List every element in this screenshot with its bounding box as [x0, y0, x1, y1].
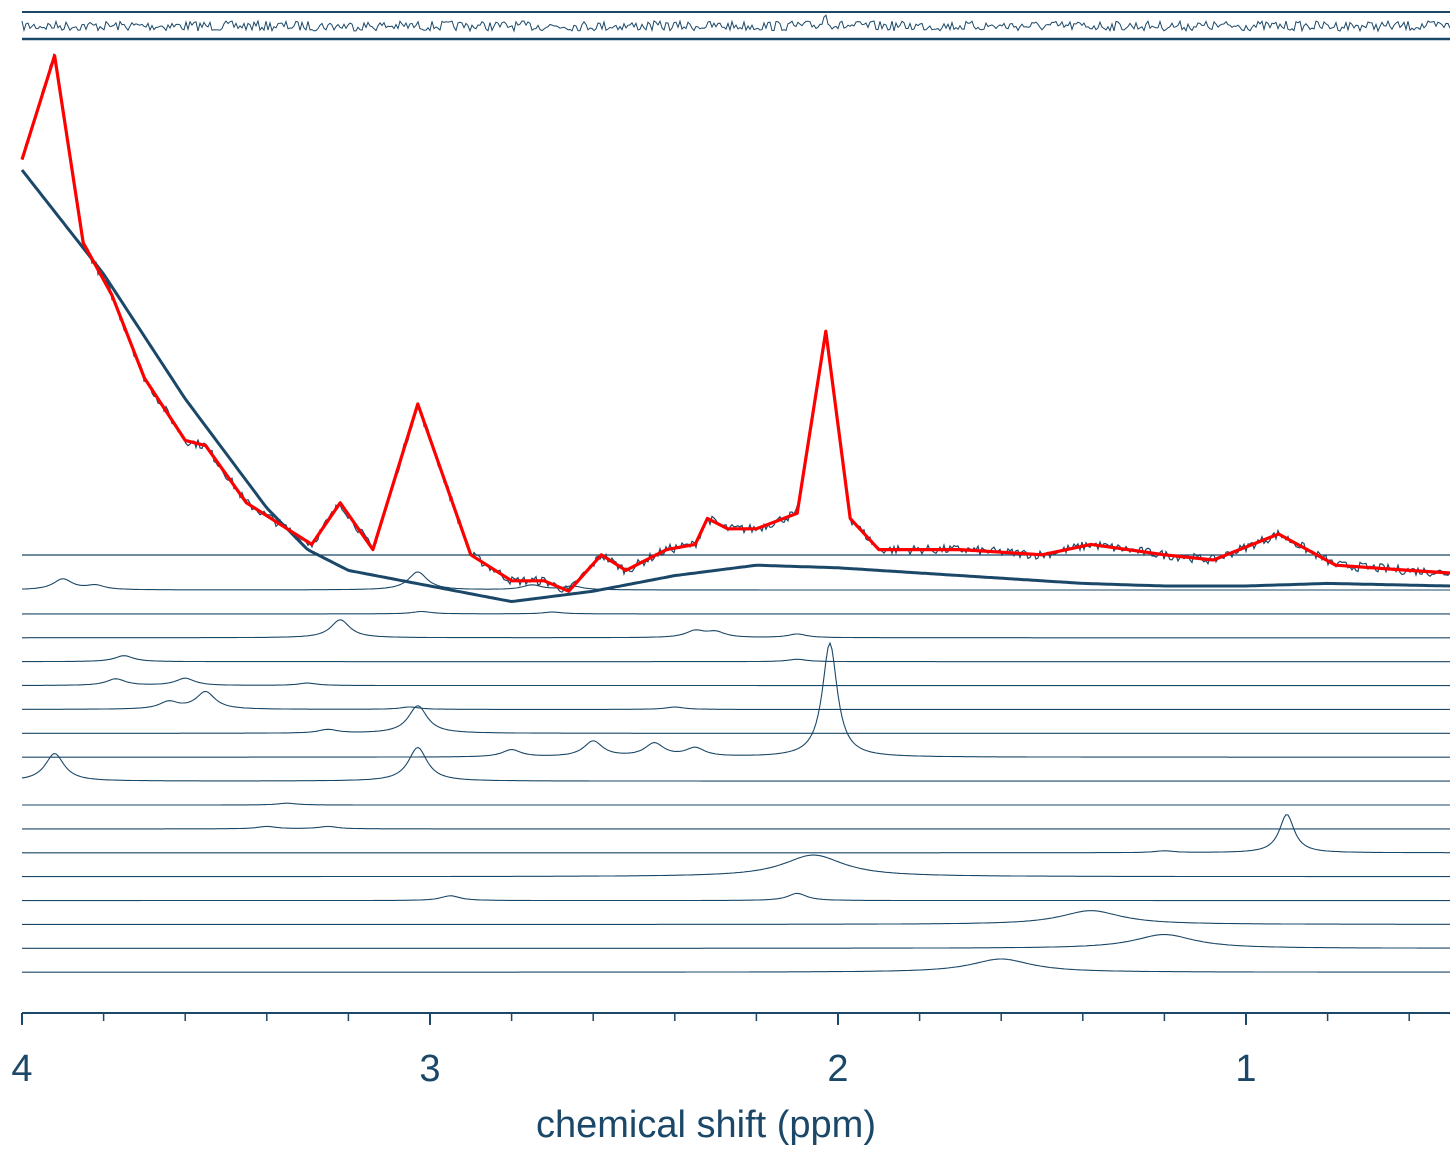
x-tick-label: 4	[11, 1048, 32, 1090]
baseline-curve	[20, 169, 1450, 604]
component-series-line	[21, 746, 1450, 782]
component-series-line	[22, 677, 1450, 687]
component-series-line	[22, 610, 1450, 615]
x-tick-label: 3	[419, 1048, 440, 1090]
component-series-line	[22, 958, 1450, 973]
component-series-line	[22, 825, 1450, 830]
residual-panel	[21, 11, 1450, 41]
component-series-line	[22, 690, 1450, 710]
component-series-line	[22, 641, 1450, 758]
component-series-line	[22, 854, 1450, 878]
main-fit-panel	[20, 53, 1450, 604]
component-series-line	[22, 655, 1450, 663]
x-axis: 4 3 2 1	[11, 1012, 1450, 1090]
component-series-line	[22, 619, 1450, 639]
component-series-line	[22, 910, 1450, 925]
component-series-line	[22, 705, 1450, 734]
fit-curve	[20, 54, 1450, 593]
component-series-line	[22, 933, 1450, 949]
x-axis-title: chemical shift (ppm)	[536, 1104, 876, 1146]
data-spectrum-line	[21, 53, 1450, 593]
component-series-line	[22, 802, 1450, 806]
component-series-line	[22, 892, 1450, 902]
component-series-line	[21, 571, 1450, 591]
residual-line	[21, 14, 1450, 33]
component-series-line	[22, 814, 1450, 854]
x-tick-label: 2	[827, 1048, 848, 1090]
x-tick-label: 1	[1235, 1048, 1256, 1090]
component-series-stack	[21, 571, 1450, 973]
